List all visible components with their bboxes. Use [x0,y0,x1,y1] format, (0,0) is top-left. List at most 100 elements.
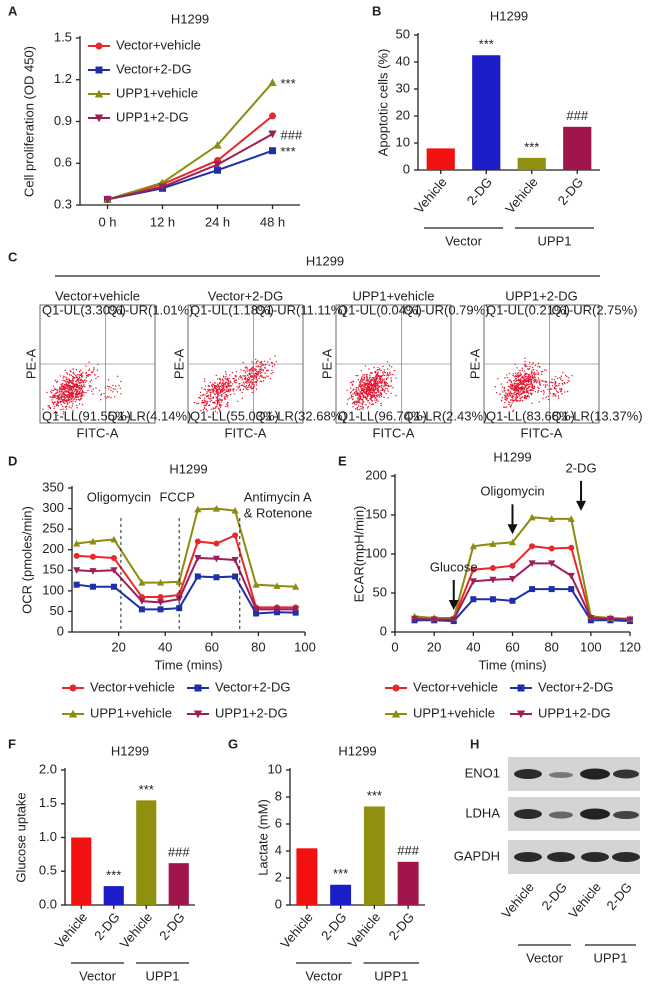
event-dot [85,391,87,394]
event-dot [248,371,251,373]
blot-band [580,768,610,780]
event-dot [512,373,514,375]
event-dot [360,385,362,387]
event-dot [360,398,363,401]
legend-marker [95,42,103,50]
event-dot [529,376,531,378]
event-dot [221,379,224,381]
event-dot [65,380,67,382]
blot-band [547,852,575,862]
event-dot [547,395,549,397]
event-dot [204,380,206,383]
event-dot [78,378,80,380]
event-dot [515,391,517,393]
blot-lane-label: 2-DG [603,879,634,912]
panel-letter: A [8,3,18,18]
event-dot [522,382,524,384]
event-dot [346,403,348,405]
event-dot [209,393,212,396]
event-dot [254,369,256,372]
point [73,539,81,547]
event-dot [523,397,525,399]
point [157,606,164,613]
event-dot [381,389,384,391]
x-tick-label: 48 h [260,214,285,229]
event-dot [49,408,51,410]
quadrant-label: Q1-LR(32.68%) [256,408,347,423]
event-dot [549,392,552,394]
point [430,616,438,624]
event-dot [80,393,82,395]
event-dot [531,370,533,372]
flow-y-label: PE-A [171,349,186,380]
point [253,610,260,617]
event-dot [256,380,258,383]
event-dot [392,373,394,376]
event-dot [377,389,379,391]
event-dot [87,389,89,392]
event-dot [360,380,362,382]
event-dot [114,385,117,387]
point [213,140,222,149]
event-dot [366,400,369,402]
y-tick-label: 1.5 [54,29,72,44]
event-dot [355,388,357,391]
event-dot [387,390,389,392]
flow-plot: Q1-UL(1.18%)Q1-UR(11.11%) Q1-LL(55.03%)Q1… [171,302,346,440]
event-dot [205,404,207,406]
event-dot [68,397,70,399]
event-dot [70,398,73,400]
y-tick-label: 40 [396,53,410,68]
event-dot [513,382,515,384]
event-dot [528,393,530,395]
event-dot [363,388,365,390]
event-dot [79,376,81,379]
legend-marker [391,709,401,718]
event-dot [89,374,91,376]
event-dot [66,402,68,404]
event-dot [259,380,262,382]
bar [330,884,352,905]
event-dot [390,379,393,382]
event-dot [217,407,220,410]
flow-plot-title: UPP1+vehicle [352,288,434,303]
quadrant-label: Q1-UL(0.04%) [338,302,422,317]
event-dot [244,378,246,380]
event-dot [58,387,61,390]
blot-band [549,772,573,778]
event-dot [58,397,61,399]
event-dot [529,365,531,368]
point [73,552,80,559]
event-dot [374,388,376,391]
event-dot [251,371,253,373]
point [509,597,516,604]
event-dot [366,375,368,377]
y-tick-label: 2.0 [39,761,57,776]
blot-band [549,811,573,819]
event-dot [83,394,85,396]
event-dot [74,383,77,386]
event-dot [511,394,513,397]
event-dot [368,383,370,386]
flow-x-label: FITC-A [373,425,415,440]
event-dot [514,399,516,401]
event-dot [385,381,387,384]
event-dot [521,400,524,402]
event-dot [533,385,536,387]
event-dot [65,405,68,407]
event-dot [538,401,540,403]
event-dot [235,375,237,377]
event-dot [238,382,240,385]
event-dot [516,384,518,386]
event-dot [386,368,389,370]
point [529,543,536,550]
event-dot [69,380,72,382]
event-dot [382,365,384,368]
event-dot [540,373,543,376]
group-label: UPP1 [594,950,628,965]
event-dot [504,398,506,400]
event-dot [51,396,53,399]
event-dot [248,373,251,375]
event-dot [209,391,211,394]
point [606,615,615,623]
